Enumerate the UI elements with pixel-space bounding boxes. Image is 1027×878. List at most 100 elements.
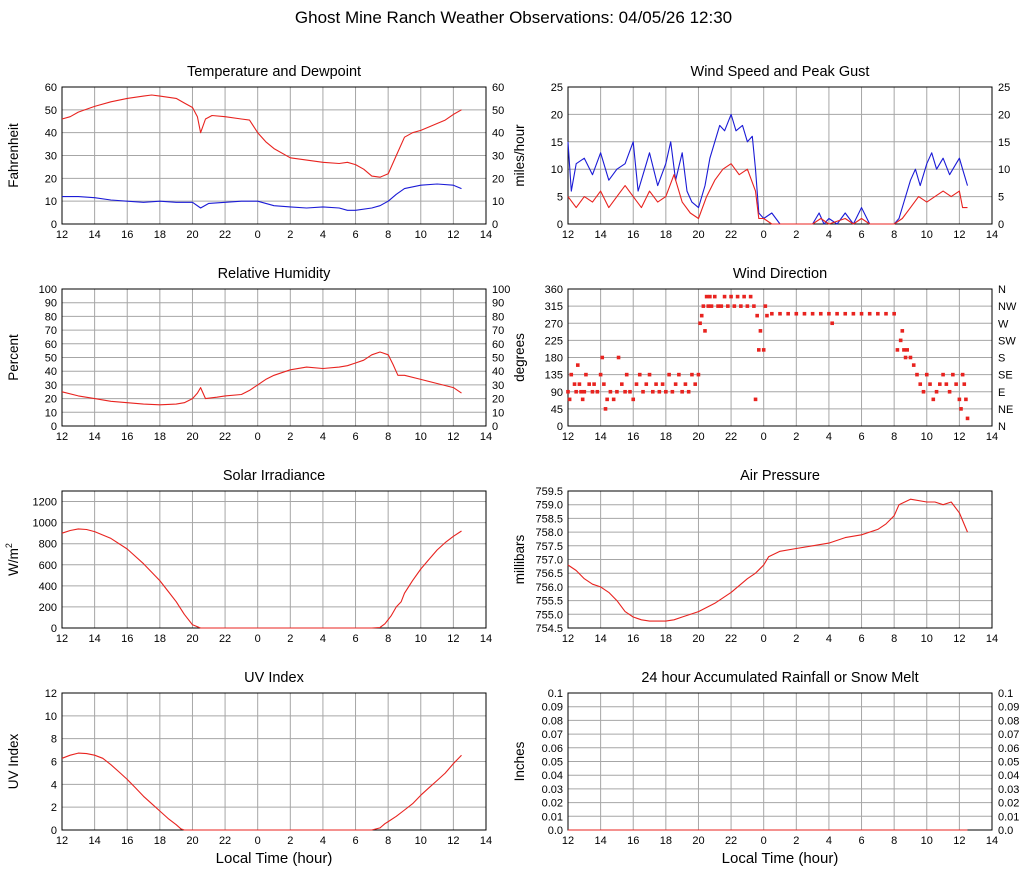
data-point: [755, 313, 759, 318]
y-tick-label: 0.09: [542, 702, 563, 714]
x-tick-label: 12: [562, 835, 574, 847]
x-tick-label: 14: [480, 229, 492, 241]
data-point: [719, 304, 724, 308]
right-tick-label: 0: [492, 421, 498, 433]
x-tick-label: 12: [953, 633, 965, 645]
x-tick-label: 22: [725, 633, 737, 645]
right-tick-label: 0.06: [998, 743, 1019, 755]
data-point: [752, 304, 756, 308]
y-tick-label: 0: [51, 623, 57, 635]
data-point: [928, 382, 932, 386]
right-tick-label: NW: [998, 301, 1017, 313]
right-tick-label: E: [998, 387, 1005, 399]
x-tick-label: 8: [891, 431, 897, 443]
data-point: [703, 329, 707, 333]
y-tick-label: 758.0: [535, 527, 563, 539]
data-point: [634, 382, 639, 386]
right-tick-label: SE: [998, 370, 1013, 382]
right-tick-label: S: [998, 353, 1005, 365]
x-tick-label: 2: [793, 633, 799, 645]
x-tick-label: 14: [594, 633, 606, 645]
x-tick-label: 10: [921, 431, 933, 443]
x-tick-label: 12: [953, 229, 965, 241]
x-tick-label: 12: [953, 431, 965, 443]
y-tick-label: 135: [545, 370, 563, 382]
y-tick-label: 756.5: [535, 568, 563, 580]
y-axis-label: W/m2: [4, 543, 21, 576]
x-tick-label: 6: [858, 431, 864, 443]
x-tick-label: 18: [154, 633, 166, 645]
data-point: [592, 382, 596, 386]
data-point: [851, 311, 856, 316]
y-axis-label: millibars: [512, 535, 527, 585]
data-point: [683, 382, 688, 386]
data-point: [810, 311, 815, 316]
y-tick-label: 12: [45, 688, 57, 700]
right-tick-label: 20: [998, 109, 1010, 121]
y-tick-label: 10: [45, 407, 57, 419]
right-tick-label: 10: [492, 407, 504, 419]
x-tick-label: 16: [627, 229, 639, 241]
y-tick-label: 200: [39, 602, 57, 614]
x-tick-label: 14: [594, 229, 606, 241]
x-tick-label: 6: [858, 835, 864, 847]
chart-uv: UV Index 12 14 16 18 20 22 0 2 4 6 8 10 12 14 0 2 4 6 8 10 12…: [6, 670, 492, 867]
chart-title: UV Index: [244, 670, 304, 686]
y-tick-label: 360: [545, 284, 563, 296]
y-tick-label: 20: [45, 173, 57, 185]
data-point: [884, 311, 888, 316]
right-tick-label: SW: [998, 335, 1016, 347]
right-tick-label: 0.07: [998, 729, 1019, 741]
data-point: [921, 389, 926, 394]
y-tick-label: 1000: [33, 518, 57, 530]
x-tick-label: 0: [761, 229, 767, 241]
data-point: [830, 321, 834, 326]
data-point: [584, 372, 588, 377]
data-point: [620, 382, 624, 386]
x-tick-label: 20: [692, 229, 704, 241]
x-tick-label: 18: [660, 633, 672, 645]
data-point: [843, 311, 848, 316]
data-point: [600, 355, 605, 360]
x-tick-label: 14: [986, 835, 998, 847]
chart-title: Air Pressure: [740, 468, 820, 484]
right-tick-label: 0: [492, 219, 498, 231]
data-point: [951, 372, 955, 377]
series-line-blue: [62, 183, 462, 211]
right-tick-label: 40: [492, 366, 504, 378]
x-tick-label: 6: [352, 835, 358, 847]
y-axis-label-sup: 2: [4, 543, 14, 548]
y-tick-label: 2: [51, 802, 57, 814]
x-axis-label: Local Time (hour): [722, 850, 839, 867]
right-tick-label: N: [998, 284, 1006, 296]
y-tick-label: 6: [51, 757, 57, 769]
chart-rh: Relative Humidity 12 14 16 18 20 22 0 2 4 6 8 10 12 14…: [6, 266, 510, 443]
x-tick-label: 6: [858, 633, 864, 645]
x-tick-label: 10: [415, 431, 427, 443]
x-tick-label: 2: [793, 229, 799, 241]
x-tick-label: 18: [154, 835, 166, 847]
y-tick-label: 754.5: [535, 623, 563, 635]
series-line-red: [61, 528, 462, 629]
x-tick-label: 16: [627, 633, 639, 645]
x-tick-label: 16: [121, 633, 133, 645]
data-point: [623, 389, 627, 394]
data-point: [677, 372, 681, 377]
y-tick-label: 90: [45, 298, 57, 310]
chart-title: Relative Humidity: [218, 266, 332, 282]
right-tick-label: 50: [492, 105, 504, 117]
chart-title: Wind Speed and Peak Gust: [691, 64, 870, 80]
x-tick-label: 14: [986, 431, 998, 443]
data-point: [818, 311, 823, 316]
data-point: [903, 355, 908, 360]
y-tick-label: 759.0: [535, 500, 563, 512]
x-tick-label: 14: [88, 835, 100, 847]
y-axis-label: UV Index: [6, 733, 21, 789]
right-tick-label: 60: [492, 82, 504, 94]
data-point: [590, 389, 595, 394]
data-point: [959, 407, 963, 411]
series-line-red: [61, 752, 462, 831]
data-point: [654, 382, 658, 386]
right-tick-label: 100: [492, 284, 510, 296]
x-tick-label: 4: [320, 633, 326, 645]
